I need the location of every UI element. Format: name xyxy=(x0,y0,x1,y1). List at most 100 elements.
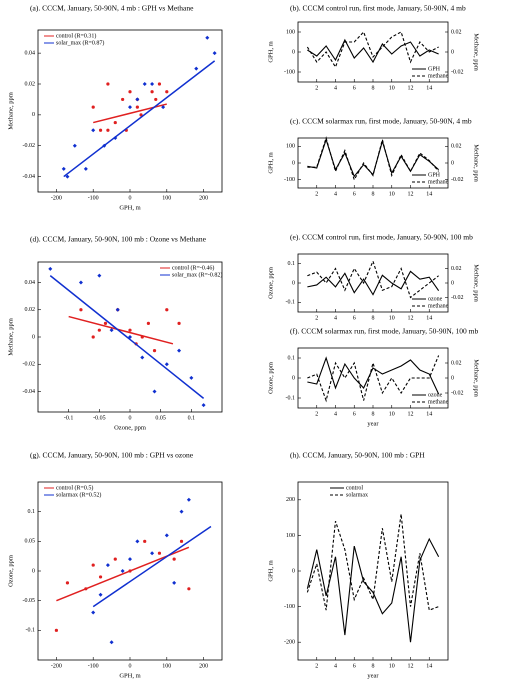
x-tick-label: 14 xyxy=(426,663,432,669)
data-point xyxy=(189,375,194,380)
y2-tick-label: -0.02 xyxy=(451,177,464,183)
x-tick-label: 0 xyxy=(129,663,132,669)
data-point xyxy=(98,575,103,579)
data-point xyxy=(150,82,155,86)
data-line xyxy=(307,136,440,182)
data-point xyxy=(150,551,155,556)
data-point xyxy=(98,592,103,597)
y2-axis-label: Methane, ppm xyxy=(473,144,480,182)
y2-axis-label: Methane, ppm xyxy=(473,33,480,71)
panel-title: (g). CCCM, January, 50-90N, 100 mb : GPH… xyxy=(30,451,194,460)
data-point xyxy=(157,82,162,86)
data-point xyxy=(109,640,114,645)
data-point xyxy=(48,266,53,271)
y-tick-label: 0 xyxy=(32,334,35,340)
x-tick-label: 8 xyxy=(372,663,375,669)
x-axis-label: GPH, m xyxy=(119,672,140,679)
legend-label: solar_max (R=-0.82) xyxy=(172,271,222,278)
x-tick-label: 8 xyxy=(372,411,375,417)
data-line xyxy=(307,355,440,403)
y-tick-label: 0.02 xyxy=(25,81,36,87)
x-tick-label: 14 xyxy=(426,191,432,197)
data-point xyxy=(135,105,139,109)
panel-title: (d). CCCM, January, 50-90N, 100 mb : Ozo… xyxy=(30,235,207,244)
panel-title: (b). CCCM control run, first mode, Janua… xyxy=(290,4,466,13)
y-tick-label: -200 xyxy=(284,640,295,646)
x-tick-label: 200 xyxy=(199,195,208,201)
y-tick-label: 0 xyxy=(292,375,295,381)
y-tick-label: 0 xyxy=(292,568,295,574)
data-point xyxy=(152,349,157,353)
x-tick-label: 4 xyxy=(334,85,337,91)
y2-tick-label: 0.02 xyxy=(451,29,462,35)
legend-label: control (R=-0.46) xyxy=(172,264,214,271)
x-tick-label: 0.05 xyxy=(155,415,166,421)
x-tick-label: 12 xyxy=(408,85,414,91)
y2-tick-label: -0.02 xyxy=(451,390,464,396)
data-point xyxy=(164,362,169,367)
y-tick-label: 0 xyxy=(32,112,35,118)
y-axis-label: GPH, m xyxy=(267,41,274,62)
y-tick-label: 0 xyxy=(292,49,295,55)
y-tick-label: 0.05 xyxy=(25,539,36,545)
x-tick-label: 12 xyxy=(408,411,414,417)
legend-label: solarmax xyxy=(346,492,368,498)
y-tick-label: -0.1 xyxy=(26,628,36,634)
y2-axis-label: Methane, ppm xyxy=(473,359,480,397)
data-point xyxy=(113,120,117,125)
x-tick-label: 10 xyxy=(389,315,395,321)
legend-label: GPH xyxy=(428,172,441,178)
legend-label: GPH xyxy=(428,66,441,72)
y-axis-label: Ozone, ppm xyxy=(267,267,274,299)
plot-frame xyxy=(297,347,449,409)
data-point xyxy=(177,321,181,325)
y-axis-label: GPH, m xyxy=(267,152,274,173)
x-tick-label: 12 xyxy=(408,315,414,321)
panel-title: (f). CCCM solarmax run, first mode, Janu… xyxy=(290,327,478,336)
y-tick-label: -0.05 xyxy=(23,598,36,604)
x-axis-label: Ozone, ppm xyxy=(114,424,146,431)
data-point xyxy=(79,308,83,312)
data-point xyxy=(115,307,120,312)
x-tick-label: 8 xyxy=(372,191,375,197)
x-axis-label: year xyxy=(367,672,379,679)
y-tick-label: -100 xyxy=(284,177,295,183)
data-point xyxy=(106,128,110,132)
data-line xyxy=(307,38,439,64)
data-point xyxy=(179,539,184,543)
y-tick-label: -100 xyxy=(284,69,295,75)
data-point xyxy=(103,321,108,325)
y-tick-label: -0.02 xyxy=(23,143,36,149)
fit-line xyxy=(68,315,174,345)
data-point xyxy=(172,580,177,585)
data-point xyxy=(109,328,114,333)
x-tick-label: 2 xyxy=(315,85,318,91)
data-point xyxy=(54,628,59,632)
data-point xyxy=(152,389,157,394)
data-line xyxy=(306,30,439,69)
x-tick-label: -0.05 xyxy=(93,415,106,421)
data-point xyxy=(91,105,95,109)
data-point xyxy=(128,90,132,94)
y2-tick-label: 0.02 xyxy=(451,144,462,150)
data-line xyxy=(307,137,439,178)
data-point xyxy=(143,539,147,543)
x-tick-label: 4 xyxy=(334,663,337,669)
y-tick-label: 0.1 xyxy=(288,261,296,267)
x-tick-label: 100 xyxy=(162,663,171,669)
x-tick-label: 12 xyxy=(408,191,414,197)
y-tick-label: -0.04 xyxy=(23,389,36,395)
x-tick-label: 0 xyxy=(129,415,132,421)
y2-tick-label: -0.02 xyxy=(451,69,464,75)
y-axis-label: Methane, ppm xyxy=(7,318,14,356)
y-tick-label: 100 xyxy=(286,144,295,150)
y-tick-label: 0 xyxy=(32,568,35,574)
data-line xyxy=(306,513,439,611)
data-point xyxy=(91,563,95,567)
legend-label: control (R=0.5) xyxy=(56,484,93,491)
data-point xyxy=(157,551,162,555)
fit-line xyxy=(49,275,205,399)
legend-label: methane xyxy=(428,303,449,309)
data-point xyxy=(128,557,132,562)
